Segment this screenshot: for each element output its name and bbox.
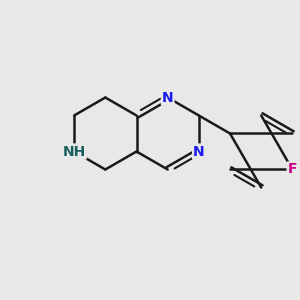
Text: NH: NH [62, 145, 86, 158]
Text: F: F [288, 163, 297, 176]
Text: N: N [162, 91, 173, 104]
Text: N: N [193, 145, 205, 158]
